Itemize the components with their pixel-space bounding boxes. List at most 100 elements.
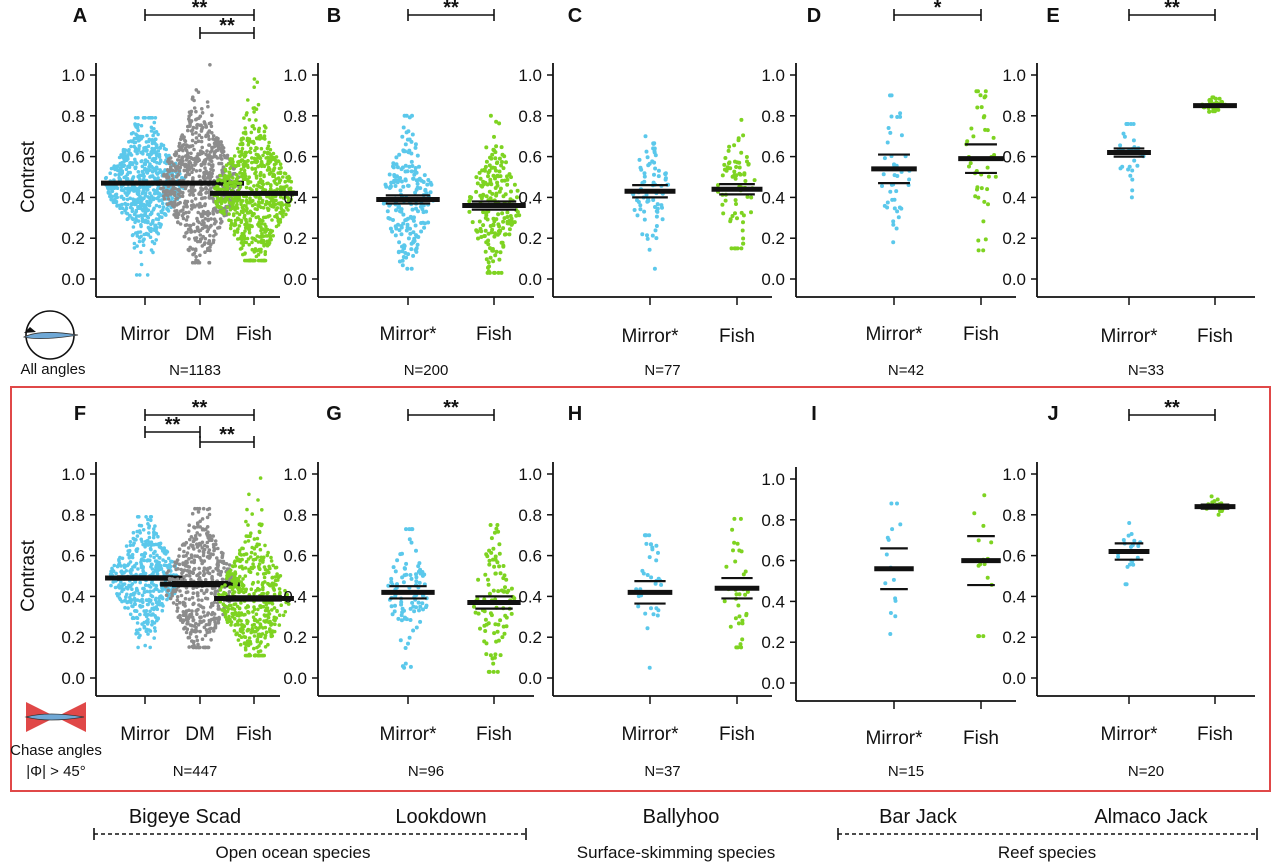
data-point — [487, 669, 492, 674]
data-point — [241, 624, 245, 629]
data-point — [515, 195, 519, 200]
data-point — [184, 218, 189, 222]
data-point — [191, 185, 195, 189]
data-point — [475, 229, 480, 234]
data-point — [884, 552, 889, 557]
data-point — [247, 137, 252, 141]
data-point — [976, 248, 981, 253]
data-point — [244, 217, 248, 222]
data-point — [138, 599, 142, 603]
data-point — [137, 635, 141, 640]
series-mirror — [880, 93, 912, 245]
data-point — [149, 547, 153, 552]
data-point — [275, 187, 280, 191]
data-point — [147, 196, 152, 201]
data-point — [193, 537, 197, 542]
data-point — [175, 215, 180, 220]
data-point — [233, 610, 238, 615]
data-point — [266, 591, 270, 595]
data-point — [155, 587, 159, 592]
y-tick-label: 0.6 — [61, 547, 85, 566]
data-point — [650, 545, 655, 550]
data-point — [501, 564, 506, 568]
data-point — [266, 208, 271, 212]
data-point — [239, 141, 244, 146]
data-point — [642, 217, 647, 222]
category-label: Fish — [719, 326, 755, 347]
data-point — [211, 134, 216, 138]
data-point — [140, 159, 144, 163]
data-point — [654, 543, 659, 548]
data-point — [196, 593, 200, 598]
data-point — [177, 144, 181, 148]
data-point — [403, 163, 408, 168]
data-point — [484, 257, 489, 262]
data-point — [1128, 173, 1133, 178]
data-point — [201, 610, 206, 614]
data-point — [479, 196, 484, 201]
data-point — [257, 220, 261, 225]
data-point — [149, 199, 153, 204]
data-point — [157, 204, 162, 209]
data-point — [149, 518, 153, 523]
data-point — [194, 254, 198, 259]
data-point — [400, 664, 405, 669]
data-point — [128, 170, 132, 175]
data-point — [888, 632, 893, 636]
data-point — [205, 507, 210, 512]
data-point — [276, 223, 281, 227]
data-point — [202, 591, 206, 596]
data-point — [654, 236, 659, 241]
data-point — [391, 161, 396, 166]
data-point — [129, 139, 133, 143]
data-point — [122, 159, 126, 164]
data-point — [186, 151, 190, 155]
data-point — [488, 255, 493, 260]
data-point — [203, 166, 207, 170]
data-point — [170, 168, 175, 173]
data-point — [168, 189, 173, 194]
data-point — [166, 175, 171, 179]
data-point — [262, 124, 267, 128]
data-point — [154, 167, 158, 172]
data-point — [406, 236, 411, 241]
data-point — [241, 162, 246, 167]
data-point — [397, 259, 402, 264]
data-point — [194, 169, 199, 173]
data-point — [128, 612, 133, 617]
data-point — [136, 200, 141, 204]
data-point — [738, 642, 743, 647]
data-point — [240, 231, 244, 236]
data-point — [191, 222, 196, 226]
series-mirror — [630, 134, 671, 271]
data-point — [215, 210, 220, 214]
data-point — [143, 193, 148, 198]
data-point — [257, 196, 262, 201]
y-tick-label: 0.2 — [518, 628, 542, 647]
data-point — [478, 176, 483, 181]
data-point — [259, 146, 264, 151]
data-point — [214, 542, 218, 547]
data-point — [486, 238, 491, 243]
data-point — [194, 136, 199, 140]
data-point — [242, 635, 246, 639]
data-point — [241, 136, 245, 141]
data-point — [202, 225, 207, 229]
data-point — [203, 211, 207, 216]
data-point — [227, 619, 232, 623]
data-point — [277, 592, 282, 596]
data-point — [262, 241, 266, 246]
data-point — [979, 186, 984, 191]
data-point — [278, 574, 283, 578]
data-point — [150, 562, 154, 567]
data-point — [390, 612, 395, 617]
data-point — [177, 562, 182, 567]
data-point — [202, 625, 207, 630]
data-point — [417, 561, 422, 566]
data-point — [636, 200, 641, 204]
data-point — [400, 249, 405, 254]
data-point — [733, 616, 738, 621]
data-point — [148, 163, 152, 168]
data-point — [497, 564, 502, 569]
data-point — [161, 208, 165, 212]
